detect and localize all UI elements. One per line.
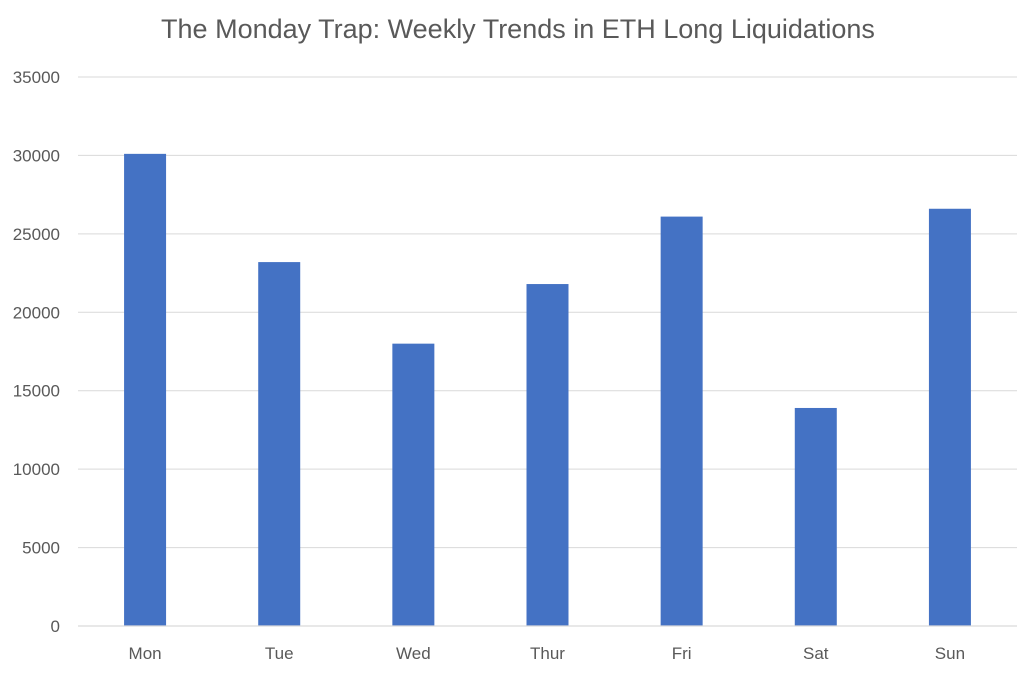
x-tick-label: Fri xyxy=(672,644,692,663)
x-tick-label: Sat xyxy=(803,644,829,663)
y-tick-label: 10000 xyxy=(13,460,60,479)
y-tick-label: 15000 xyxy=(13,382,60,401)
bar-tue xyxy=(258,262,301,626)
bar-fri xyxy=(660,216,703,627)
chart-title: The Monday Trap: Weekly Trends in ETH Lo… xyxy=(161,14,875,44)
bar-sun xyxy=(928,208,971,626)
y-tick-label: 30000 xyxy=(13,146,60,165)
bar-sat xyxy=(794,407,837,626)
y-tick-label: 25000 xyxy=(13,225,60,244)
y-axis-tick-labels: 0 5000 10000 15000 20000 25000 30000 35000 xyxy=(13,68,60,636)
x-tick-label: Mon xyxy=(129,644,162,663)
x-tick-label: Thur xyxy=(530,644,565,663)
bars xyxy=(124,153,971,627)
bar-mon xyxy=(124,153,167,627)
y-tick-label: 0 xyxy=(51,617,60,636)
y-tick-label: 20000 xyxy=(13,303,60,322)
x-tick-label: Wed xyxy=(396,644,431,663)
bar-thur xyxy=(526,284,569,626)
x-tick-label: Tue xyxy=(265,644,294,663)
y-tick-label: 35000 xyxy=(13,68,60,87)
x-tick-label: Sun xyxy=(935,644,965,663)
bar-wed xyxy=(392,343,435,626)
y-tick-label: 5000 xyxy=(22,539,60,558)
x-axis-tick-labels: Mon Tue Wed Thur Fri Sat Sun xyxy=(129,644,966,663)
